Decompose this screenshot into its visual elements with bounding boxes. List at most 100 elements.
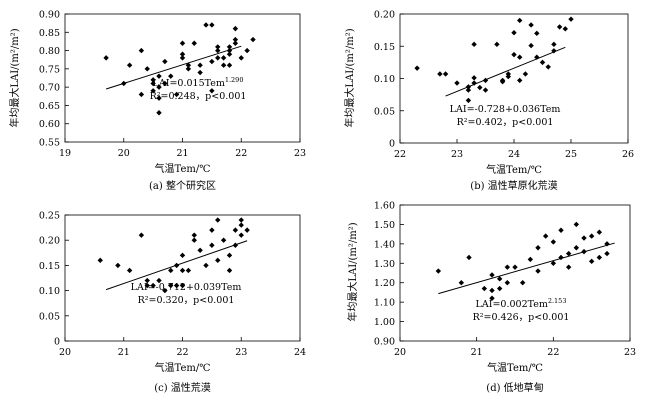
- chart-panel-3: 20 21 22 23 24 0 0.05 0.10 0.15 0.20 0.25 LAI=-0.71…: [39, 211, 306, 395]
- data-point: [232, 227, 239, 233]
- data-point: [150, 282, 156, 289]
- data-point: [156, 95, 162, 101]
- data-point: [477, 84, 483, 91]
- data-point: [168, 267, 174, 274]
- data-point: [179, 40, 186, 46]
- panel-caption: (a) 整个研究区: [149, 179, 216, 192]
- data-point: [226, 252, 233, 259]
- data-point: [551, 41, 557, 48]
- data-point: [209, 22, 215, 28]
- data-point: [232, 40, 239, 46]
- y-tick-label: 0.20: [39, 236, 60, 247]
- x-tick-label: 24: [294, 347, 306, 358]
- data-point: [156, 84, 162, 90]
- data-point: [115, 262, 121, 269]
- data-point: [545, 64, 551, 70]
- data-point: [504, 280, 511, 286]
- data-point: [209, 88, 215, 94]
- data-point: [511, 51, 517, 58]
- data-point: [156, 73, 162, 79]
- x-axis-title: 气温Tem/℃: [155, 361, 211, 374]
- fit-statistics: R²=0.248，p<0.001: [150, 91, 247, 102]
- data-point: [496, 285, 503, 292]
- data-point: [185, 267, 192, 274]
- y-tick-label: 0.15: [374, 42, 395, 53]
- data-point: [238, 222, 244, 228]
- data-point: [588, 258, 595, 265]
- data-point: [539, 59, 546, 66]
- plot-frame: [64, 214, 301, 342]
- y-tick-label: 0.15: [39, 261, 60, 272]
- y-tick-label: 1.60: [374, 201, 395, 212]
- data-point: [499, 79, 506, 85]
- y-tick-label: 0.55: [39, 138, 60, 149]
- data-point: [191, 237, 197, 243]
- x-tick-label: 23: [451, 149, 463, 160]
- y-tick-label: 0.75: [39, 64, 60, 75]
- x-tick-label: 21: [118, 347, 130, 358]
- data-point: [144, 282, 150, 289]
- data-point: [238, 217, 244, 223]
- data-point: [203, 22, 209, 28]
- x-axis-title: 气温Tem/℃: [487, 361, 543, 374]
- y-axis-title: 年均最大LAI/(m²/m²): [343, 28, 356, 127]
- y-tick-label: 0.90: [374, 337, 395, 348]
- data-point: [162, 287, 168, 294]
- data-point: [179, 282, 186, 289]
- fit-equation: LAI=0.015Tem1.290: [153, 76, 244, 89]
- data-point: [489, 287, 495, 294]
- data-point: [562, 26, 568, 32]
- y-tick-label: 0.10: [39, 286, 60, 297]
- fit-equation: LAI=0.002Tem2.153: [476, 297, 567, 310]
- data-point: [414, 65, 420, 71]
- data-point: [168, 282, 174, 289]
- y-tick-label: 0.10: [374, 74, 395, 85]
- y-axis-title: 年均最大LAI/(m²/m²): [8, 28, 21, 127]
- data-point: [505, 73, 511, 80]
- data-point: [150, 80, 156, 87]
- data-point: [220, 237, 227, 243]
- data-point: [220, 62, 227, 68]
- data-point: [191, 232, 197, 238]
- panel-caption: (d) 低地草甸: [486, 381, 543, 394]
- y-tick-label: 0.80: [39, 46, 60, 57]
- data-point: [138, 232, 145, 238]
- y-tick-label: 0.85: [39, 28, 60, 39]
- data-point: [209, 58, 215, 65]
- data-point: [173, 282, 180, 289]
- data-point: [556, 24, 563, 30]
- x-tick-label: 22: [394, 149, 406, 160]
- fit-statistics: R²=0.320，p<0.001: [138, 295, 235, 306]
- data-point: [179, 267, 186, 274]
- x-tick-label: 22: [235, 148, 247, 159]
- data-point: [542, 233, 549, 239]
- x-axis-title: 气温Tem/℃: [155, 162, 211, 175]
- data-point: [144, 66, 150, 72]
- plot-frame: [399, 204, 631, 342]
- data-point: [215, 217, 221, 223]
- x-tick-label: 21: [471, 347, 483, 358]
- data-point: [535, 268, 541, 274]
- x-tick-label: 20: [394, 347, 406, 358]
- data-point: [517, 54, 523, 60]
- data-point: [215, 44, 221, 50]
- data-point: [511, 30, 517, 36]
- data-point: [534, 30, 540, 37]
- y-tick-label: 0.05: [39, 311, 60, 322]
- data-point: [489, 295, 495, 301]
- data-point: [550, 260, 557, 266]
- data-point: [604, 250, 610, 257]
- fit-statistics: R²=0.402，p<0.001: [457, 117, 554, 128]
- data-point: [535, 245, 541, 251]
- data-point: [522, 71, 529, 77]
- y-tick-label: 1.00: [374, 317, 395, 328]
- data-point: [565, 250, 572, 257]
- regression-line: [105, 45, 242, 90]
- data-point: [138, 47, 145, 54]
- data-point: [232, 36, 239, 43]
- y-tick-label: 0.90: [39, 10, 60, 21]
- data-point: [232, 25, 239, 32]
- y-tick-label: 1.10: [374, 298, 395, 309]
- x-tick-label: 22: [176, 347, 188, 358]
